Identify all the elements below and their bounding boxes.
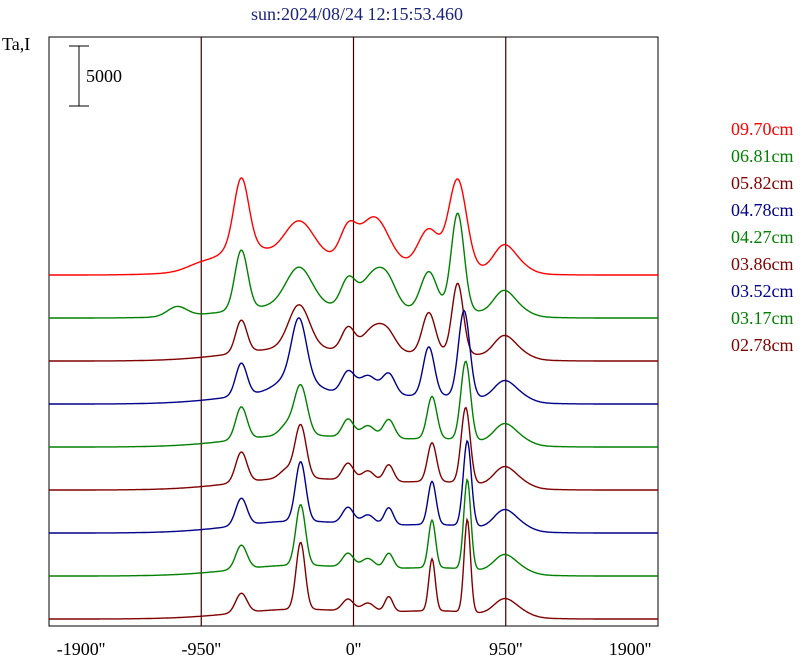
legend-item: 06.81cm [731,146,794,166]
series-line-06.81cm [49,212,658,319]
series-line-05.82cm [49,282,658,362]
legend-item: 04.27cm [731,227,794,247]
y-axis-label: Ta,I [2,34,30,54]
x-tick-label: 1900'' [609,639,652,659]
scale-bar-label: 5000 [86,66,122,86]
chart-title: sun:2024/08/24 12:15:53.460 [251,4,463,24]
series-line-09.70cm [49,177,658,276]
x-tick-labels: -1900'' -950'' 0'' 950'' 1900'' [57,639,651,659]
x-tick-label: -950'' [182,639,221,659]
legend-item: 03.17cm [731,308,794,328]
series-group [49,177,658,620]
legend-item: 04.78cm [731,200,794,220]
series-line-04.78cm [49,309,658,405]
series-line-03.86cm [49,406,658,491]
scale-bar: 5000 [69,45,122,107]
legend: 09.70cm 06.81cm 05.82cm 04.78cm 04.27cm 03.86… [731,116,794,359]
legend-item: 05.82cm [731,173,794,193]
legend-item: 09.70cm [731,119,794,139]
legend-item: 02.78cm [731,335,794,355]
series-line-04.27cm [49,360,658,448]
series-line-03.17cm [49,477,658,577]
series-line-02.78cm [49,517,658,620]
series-line-03.52cm [49,439,658,534]
x-tick-label: 950'' [489,639,523,659]
legend-item: 03.52cm [731,281,794,301]
legend-item: 03.86cm [731,254,794,274]
x-tick-label: 0'' [346,639,362,659]
x-tick-label: -1900'' [57,639,105,659]
